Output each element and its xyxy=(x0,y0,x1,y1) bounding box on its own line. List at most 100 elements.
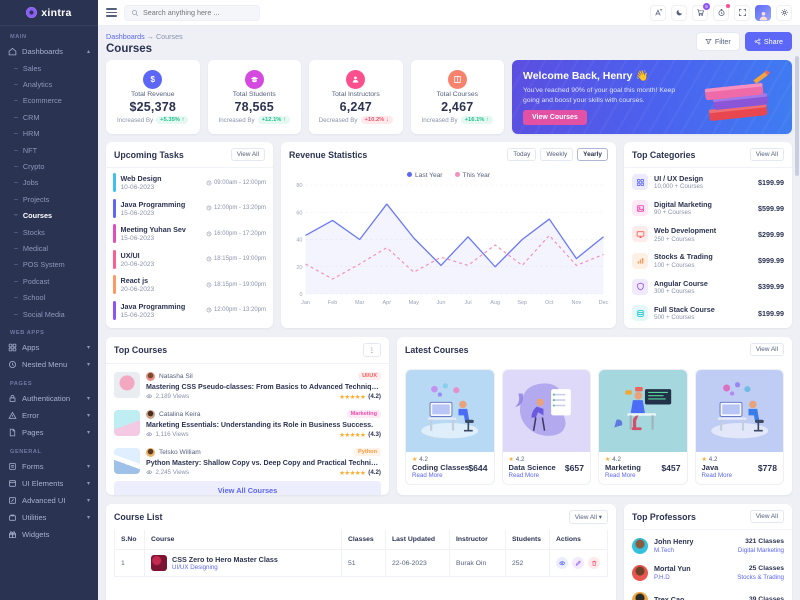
category-row[interactable]: Angular Course 300 + Courses $399.99 xyxy=(632,274,784,300)
read-more-link[interactable]: Read More xyxy=(412,472,443,479)
sidebar: xintra MAIN Dashboards ▴ – Sales – Analyti… xyxy=(0,0,98,600)
course-list-view-all-button[interactable]: View All ▾ xyxy=(568,510,608,524)
course-tag: UI/UX xyxy=(358,372,381,380)
notifications-icon[interactable] xyxy=(713,3,730,21)
tasks-view-all-button[interactable]: View All xyxy=(230,148,265,161)
sidebar-item-utilities[interactable]: Utilities ▾ xyxy=(0,509,98,526)
clock-icon xyxy=(206,231,212,237)
global-search[interactable] xyxy=(124,4,260,21)
range-yearly-button[interactable]: Yearly xyxy=(577,148,608,161)
welcome-message: You've reached 90% of your goal this mon… xyxy=(523,87,676,105)
top-course-row[interactable]: Catalina Keira Marketing Marketing Essent… xyxy=(114,405,381,443)
sidebar-item-ecommerce[interactable]: – Ecommerce xyxy=(14,96,62,106)
table-row: 1 CSS Zero to Hero Master Class UI/UX Des… xyxy=(114,549,608,577)
latest-course-card[interactable]: ★ 4.2 Coding Classes Read More $644 xyxy=(405,369,495,485)
trend-up-icon: ↑ xyxy=(181,117,185,123)
task-row[interactable]: Java Programming 15-06-2023 12:00pm - 13:2… xyxy=(113,196,266,222)
read-more-link[interactable]: Read More xyxy=(701,472,733,479)
top-professors-card: Top Professors View All John Henry M.Tech… xyxy=(624,504,792,600)
professor-row[interactable]: Mortal Yun P.H.D 25 Classes Stocks & Tradi… xyxy=(632,559,784,586)
svg-text:Oct: Oct xyxy=(545,300,554,306)
sidebar-item-sales[interactable]: – Sales xyxy=(14,63,42,73)
sidebar-item-error[interactable]: Error ▾ xyxy=(0,407,98,424)
edit-action-button[interactable] xyxy=(572,557,584,569)
course-illustration xyxy=(695,370,783,452)
sidebar-item-crypto[interactable]: – Crypto xyxy=(14,162,45,172)
sidebar-item-social-media[interactable]: – Social Media xyxy=(14,309,65,319)
task-row[interactable]: React js 20-06-2023 18:15pm - 19:00pm xyxy=(113,272,266,298)
course-category-link[interactable]: UI/UX Designing xyxy=(172,564,218,571)
category-row[interactable]: Web Development 250 + Courses $299.99 xyxy=(632,221,784,247)
view-courses-button[interactable]: View Courses xyxy=(523,110,587,125)
share-icon xyxy=(754,38,761,45)
sidebar-item-podcast[interactable]: – Podcast xyxy=(14,276,50,286)
categories-view-all-button[interactable]: View All xyxy=(749,148,784,161)
category-row[interactable]: Full Stack Course 500 + Courses $199.99 xyxy=(632,300,784,326)
cart-icon[interactable]: 5 xyxy=(692,2,710,21)
settings-icon[interactable] xyxy=(776,4,792,21)
sidebar-item-ui-elements[interactable]: UI Elements ▾ xyxy=(0,475,98,492)
latest-course-card[interactable]: ★ 4.2 Java Read More $778 xyxy=(694,369,784,485)
read-more-link[interactable]: Read More xyxy=(508,472,540,479)
sidebar-item-school[interactable]: – School xyxy=(14,293,46,303)
read-more-link[interactable]: Read More xyxy=(605,472,636,479)
clock-icon xyxy=(206,307,212,313)
sidebar-item-pages[interactable]: Pages ▾ xyxy=(0,424,98,441)
category-row[interactable]: UI / UX Design 10,000 + Courses $199.99 xyxy=(632,169,784,195)
sidebar-item-projects[interactable]: – Projects xyxy=(14,194,50,204)
avatar xyxy=(632,591,648,600)
latest-courses-view-all-button[interactable]: View All xyxy=(749,343,784,356)
sidebar-item-crm[interactable]: – CRM xyxy=(14,112,40,122)
category-row[interactable]: Digital Marketing 90 + Courses $599.99 xyxy=(632,195,784,221)
fullscreen-icon[interactable] xyxy=(734,4,750,21)
top-course-row[interactable]: Natasha Sil UI/UX Mastering CSS Pseudo-cl… xyxy=(114,367,381,405)
clock-icon xyxy=(206,282,212,288)
sidebar-item-advanced-ui[interactable]: Advanced UI ▾ xyxy=(0,492,98,509)
sidebar-item-apps[interactable]: Apps ▾ xyxy=(0,339,98,356)
share-button[interactable]: Share xyxy=(744,32,792,51)
form-icon xyxy=(9,463,16,471)
sidebar-item-analytics[interactable]: – Analytics xyxy=(14,80,53,90)
view-action-button[interactable] xyxy=(556,557,568,569)
task-row[interactable]: Meeting Yuhan Sev 15-06-2023 16:00pm - 17:… xyxy=(113,221,266,247)
hamburger-menu-icon[interactable] xyxy=(106,8,117,17)
professor-row[interactable]: John Henry M.Tech 321 Classes Digital Mark… xyxy=(632,532,784,559)
sidebar-item-pos-system[interactable]: – POS System xyxy=(14,260,65,270)
latest-course-card[interactable]: ★ 4.2 Marketing Read More $457 xyxy=(598,369,688,485)
category-row[interactable]: Stocks & Trading 100 + Courses $999.99 xyxy=(632,248,784,274)
trend-badge: +10.2% ↓ xyxy=(360,116,393,124)
sidebar-item-authentication[interactable]: Authentication ▾ xyxy=(0,390,98,407)
view-all-courses-button[interactable]: View All Courses xyxy=(114,481,381,495)
dark-mode-icon[interactable] xyxy=(671,4,687,21)
page-scrollbar[interactable] xyxy=(795,56,799,176)
sidebar-item-nested-menu[interactable]: Nested Menu ▾ xyxy=(0,356,98,373)
task-row[interactable]: UX/UI 20-06-2023 18:15pm - 19:00pm xyxy=(113,247,266,273)
top-courses-menu-button[interactable]: ⋮ xyxy=(362,343,381,357)
sidebar-item-nft[interactable]: – NFT xyxy=(14,145,38,155)
sidebar-item-forms[interactable]: Forms ▾ xyxy=(0,458,98,475)
search-input[interactable] xyxy=(143,8,253,17)
filter-button[interactable]: Filter xyxy=(695,32,740,51)
top-course-row[interactable]: Telsko William Python Python Mastery: Sha… xyxy=(114,443,381,481)
range-today-button[interactable]: Today xyxy=(507,148,537,161)
translate-icon[interactable] xyxy=(650,4,666,21)
sidebar-item-hrm[interactable]: – HRM xyxy=(14,129,40,139)
professor-row[interactable]: Trex Cao 39 Classes xyxy=(632,586,784,600)
star-icon: ★ xyxy=(701,456,708,463)
sidebar-item-jobs[interactable]: – Jobs xyxy=(14,178,39,188)
sidebar-item-stocks[interactable]: – Stocks xyxy=(14,227,45,237)
task-row[interactable]: Web Design 10-06-2023 09:00am - 12:00pm xyxy=(113,170,266,196)
latest-course-card[interactable]: ★ 4.2 Data Science Read More $657 xyxy=(501,369,591,485)
task-row[interactable]: Java Programming 15-06-2023 12:00pm - 13:2… xyxy=(113,298,266,324)
sidebar-item-widgets[interactable]: Widgets xyxy=(0,526,98,543)
delete-action-button[interactable] xyxy=(588,557,600,569)
breadcrumb-dashboards-link[interactable]: Dashboards xyxy=(106,32,145,41)
sidebar-item-dashboards[interactable]: Dashboards ▴ xyxy=(0,43,98,60)
professors-view-all-button[interactable]: View All xyxy=(749,510,784,523)
range-weekly-button[interactable]: Weekly xyxy=(540,148,574,161)
app-logo[interactable]: xintra xyxy=(0,0,98,26)
sidebar-item-courses[interactable]: – Courses xyxy=(14,211,53,221)
sidebar-item-medical[interactable]: – Medical xyxy=(14,243,49,253)
graduation-icon xyxy=(244,70,264,89)
user-avatar[interactable] xyxy=(755,4,771,21)
